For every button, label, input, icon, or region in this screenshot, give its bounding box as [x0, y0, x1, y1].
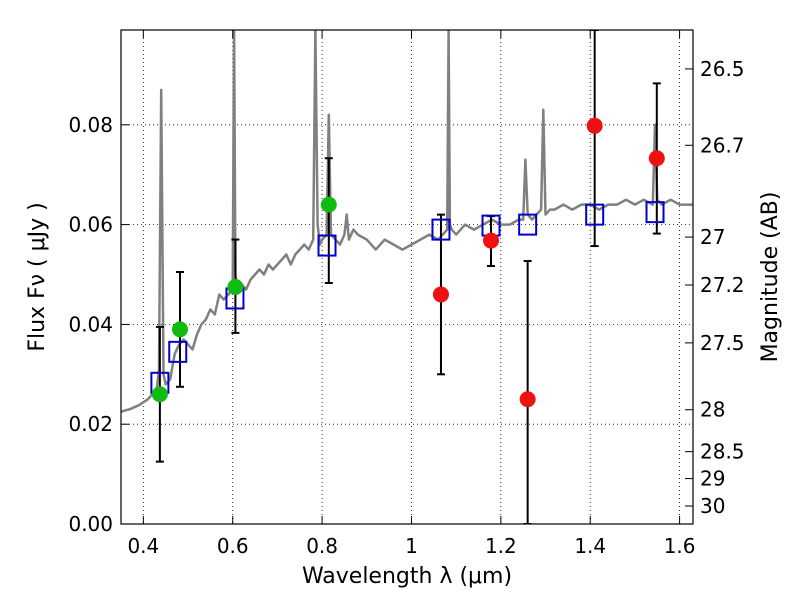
- x-tick-label: 0.6: [217, 534, 249, 558]
- model-square-marker: [317, 234, 337, 257]
- y-tick-label: 0.02: [68, 412, 113, 436]
- right-axis-ticks: 26.5 26.7 27 27.2 27.5 28 28.5 29 30: [685, 57, 745, 518]
- right-tick-label: 27.2: [700, 273, 745, 297]
- observed-point: [519, 391, 536, 408]
- right-axis-label: Magnitude (AB): [758, 192, 783, 363]
- y-tick-label: 0.06: [68, 213, 113, 237]
- x-tick-label: 1.4: [574, 534, 606, 558]
- right-tick-label: 27.5: [700, 331, 745, 355]
- x-tick-label: 1.6: [664, 534, 696, 558]
- y-axis-ticks: 0.00 0.02 0.04 0.06 0.08: [68, 113, 129, 536]
- right-tick-label: 28: [700, 398, 725, 422]
- spectrum-line: [121, 30, 693, 413]
- right-tick-label: 26.5: [700, 57, 745, 81]
- y-tick-label: 0.00: [68, 512, 113, 536]
- observed-point: [320, 196, 337, 213]
- x-tick-label: 0.4: [127, 534, 159, 558]
- right-tick-label: 30: [700, 494, 725, 518]
- y-tick-label: 0.04: [68, 312, 113, 336]
- model-square-marker: [518, 213, 538, 236]
- plot-frame: [120, 29, 694, 525]
- right-tick-label: 26.7: [700, 133, 745, 157]
- observed-point: [151, 386, 168, 403]
- x-tick-label: 1.2: [485, 534, 517, 558]
- observed-point: [586, 117, 603, 134]
- right-tick-label: 27: [700, 225, 725, 249]
- observed-point: [227, 278, 244, 295]
- observed-point: [483, 232, 500, 249]
- model-square-marker: [645, 201, 665, 224]
- right-tick-label: 29: [700, 467, 725, 491]
- x-tick-label: 1: [405, 534, 418, 558]
- model-square-marker: [585, 203, 605, 226]
- right-tick-label: 28.5: [700, 440, 745, 464]
- observed-point: [432, 286, 449, 303]
- x-axis-label: Wavelength λ (μm): [302, 564, 512, 589]
- plot-area: [121, 30, 693, 524]
- x-axis-ticks: 0.4 0.6 0.8 1 1.2 1.4 1.6: [127, 30, 696, 558]
- model-square-marker: [431, 218, 451, 241]
- x-tick-label: 0.8: [306, 534, 338, 558]
- observed-point: [171, 321, 188, 338]
- y-tick-label: 0.08: [68, 113, 113, 137]
- grid: [121, 30, 693, 525]
- model-square-marker: [168, 340, 188, 363]
- observed-point: [648, 150, 665, 167]
- y-axis-label: Flux Fν ( μJy ): [25, 202, 50, 351]
